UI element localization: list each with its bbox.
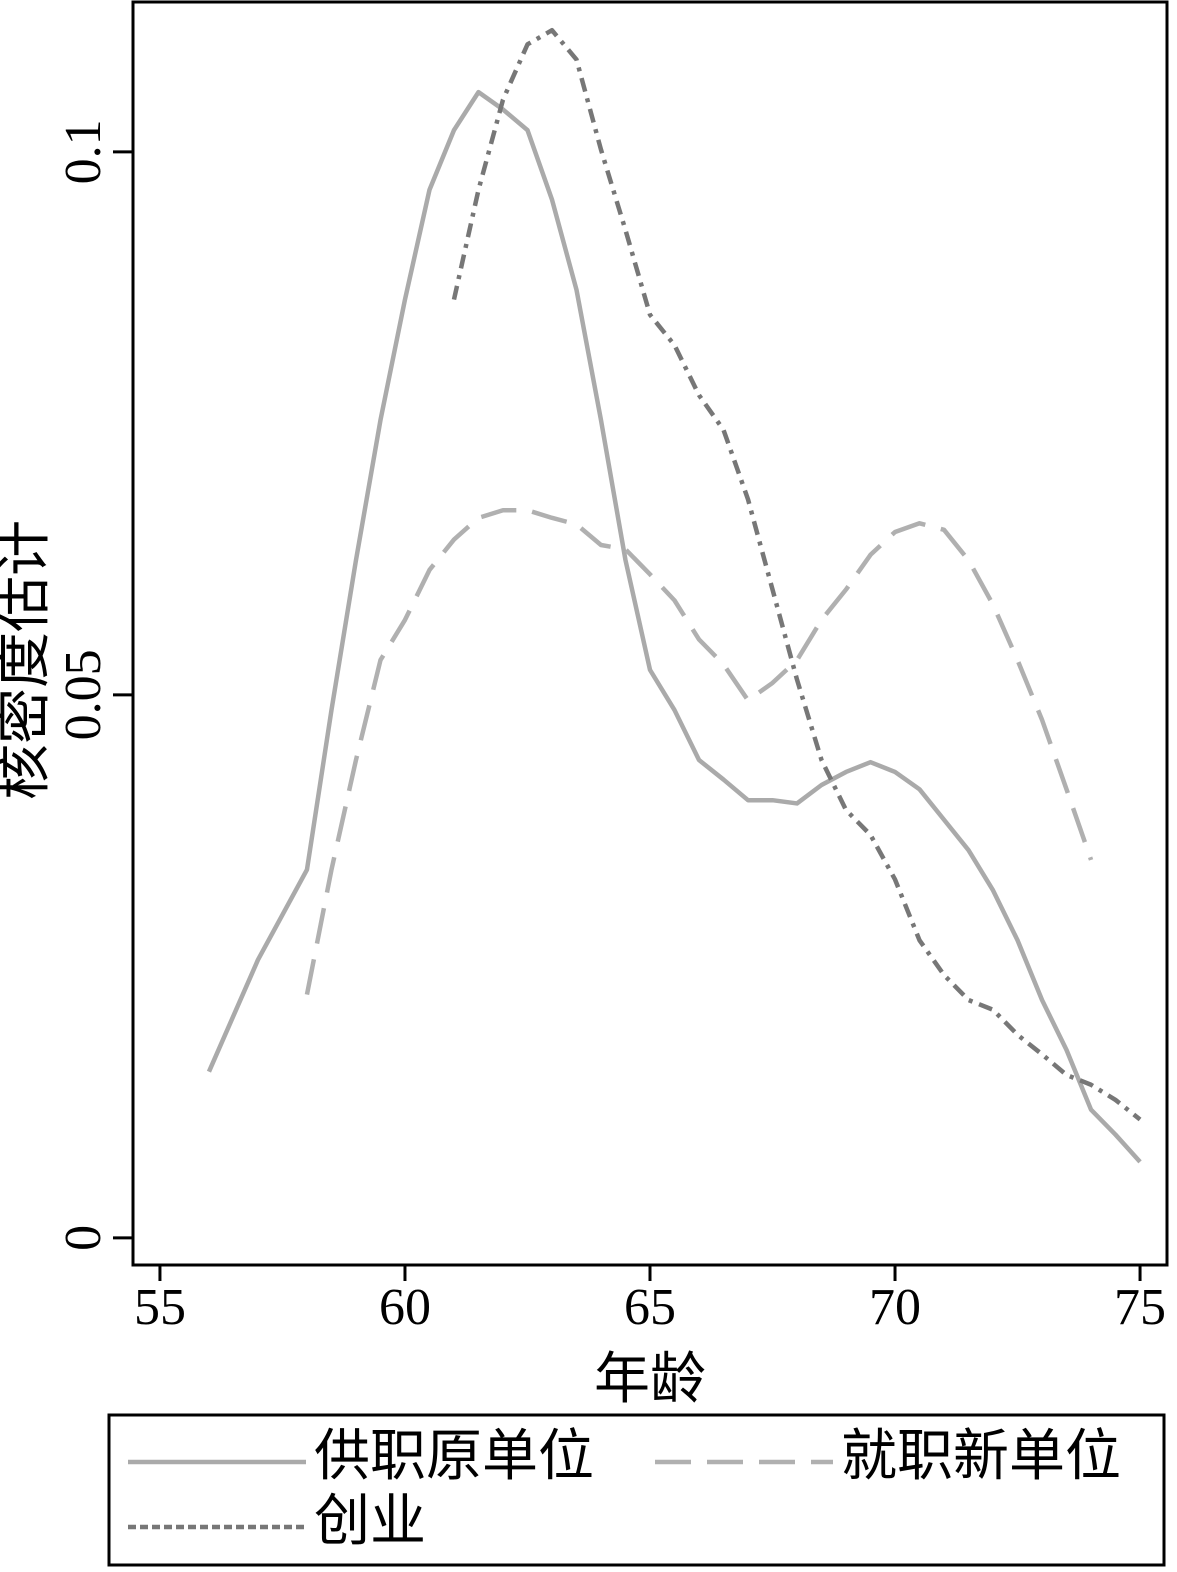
- x-tick-label: 65: [624, 1279, 676, 1336]
- plot-frame: [131, 0, 1169, 1267]
- y-tick-label: 0.05: [55, 649, 112, 740]
- x-tick-label: 55: [134, 1279, 186, 1336]
- y-tick-label: 0.1: [55, 119, 112, 184]
- x-tick-label: 70: [869, 1279, 921, 1336]
- legend-label: 就职新单位: [841, 1426, 1121, 1488]
- y-tick-label: 0: [55, 1225, 112, 1251]
- x-tick-label: 60: [379, 1279, 431, 1336]
- legend-label: 创业: [314, 1491, 426, 1553]
- legend-box: [107, 1413, 1166, 1567]
- x-tick-label: 75: [1114, 1279, 1166, 1336]
- density-line: [451, 27, 1142, 1122]
- x-axis-label: 年龄: [594, 1349, 706, 1411]
- density-line: [206, 89, 1142, 1164]
- legend-label: 供职原单位: [314, 1426, 594, 1488]
- density-line: [304, 507, 1094, 996]
- y-axis-label: 核密度估计: [0, 520, 56, 800]
